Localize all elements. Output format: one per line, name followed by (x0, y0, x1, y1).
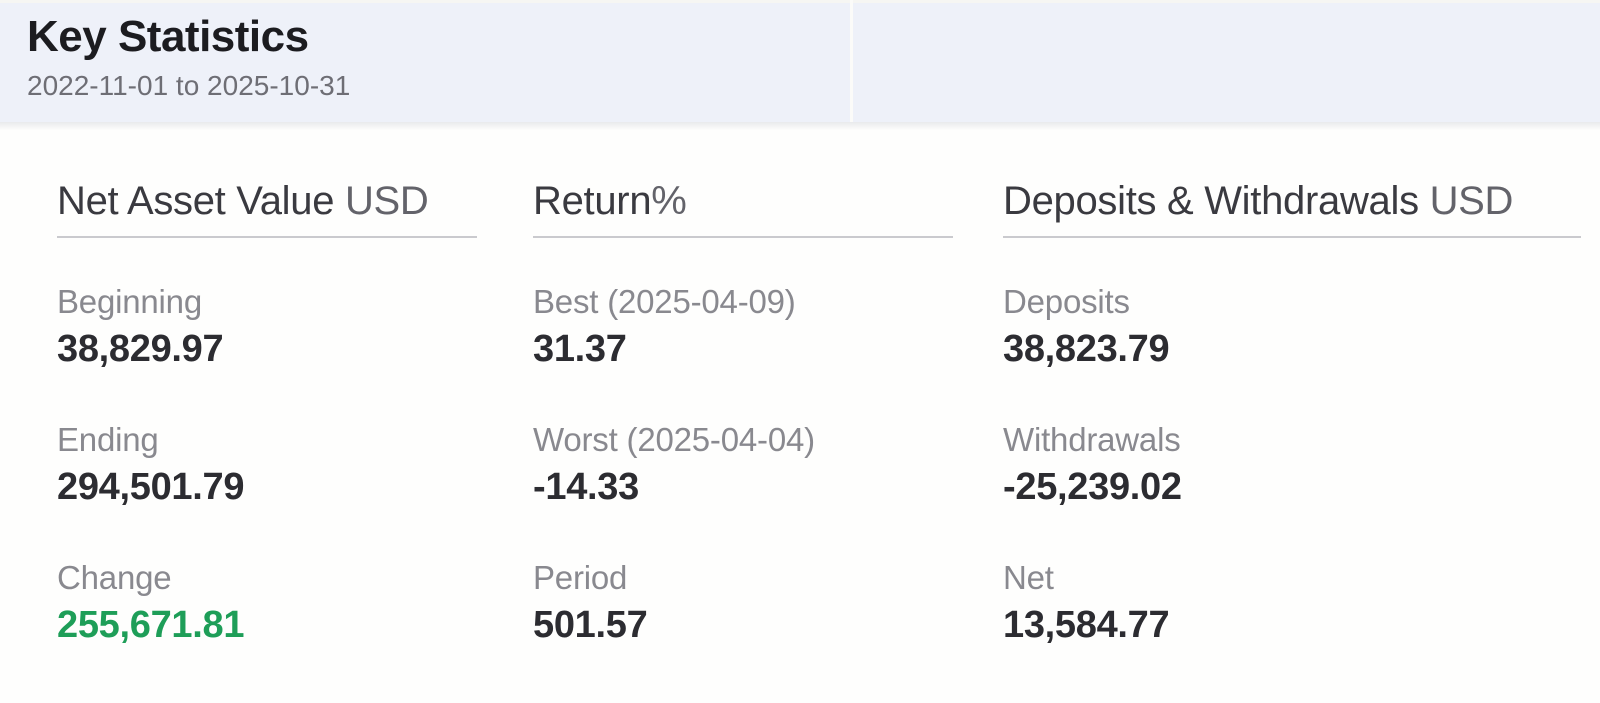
stat-item-deposits: Deposits 38,823.79 (1003, 282, 1581, 372)
column-title: Return% (533, 178, 953, 224)
key-statistics-header: Key Statistics 2022-11-01 to 2025-10-31 (0, 0, 1600, 122)
column-title-main: Return (533, 179, 652, 223)
stat-label: Ending (57, 421, 159, 458)
column-divider (57, 236, 477, 238)
stat-label: Deposits (1003, 283, 1130, 320)
statistics-grid: Net Asset Value USD Beginning 38,829.97 … (0, 130, 1600, 648)
stat-item-withdrawals: Withdrawals -25,239.02 (1003, 420, 1581, 510)
stat-label: Period (533, 559, 628, 596)
stat-item-change: Change 255,671.81 (57, 558, 477, 648)
column-title: Net Asset Value USD (57, 178, 477, 224)
stat-value: 31.37 (533, 328, 627, 370)
stat-value: 13,584.77 (1003, 604, 1170, 646)
stat-item-net: Net 13,584.77 (1003, 558, 1581, 648)
stat-value: -14.33 (533, 466, 639, 508)
stat-value: 501.57 (533, 604, 648, 646)
column-title-suffix: % (651, 179, 687, 223)
stat-value-positive: 255,671.81 (57, 604, 245, 646)
column-title-main: Deposits & Withdrawals (1003, 179, 1419, 223)
panel-seam (850, 0, 853, 122)
column-title-main: Net Asset Value (57, 179, 335, 223)
column-title: Deposits & Withdrawals USD (1003, 178, 1581, 224)
stat-item-period: Period 501.57 (533, 558, 953, 648)
stat-column-return-pct: Return% Best (2025-04-09) 31.37 Worst (2… (533, 178, 953, 648)
column-divider (1003, 236, 1581, 238)
date-range: 2022-11-01 to 2025-10-31 (27, 70, 351, 101)
stat-value: 38,829.97 (57, 328, 224, 370)
stat-label: Net (1003, 559, 1054, 596)
stat-item-beginning: Beginning 38,829.97 (57, 282, 477, 372)
header-shadow (0, 122, 1600, 130)
stat-column-net-asset-value: Net Asset Value USD Beginning 38,829.97 … (57, 178, 477, 648)
stat-label: Beginning (57, 283, 202, 320)
stat-value: 38,823.79 (1003, 328, 1170, 370)
stat-item-best: Best (2025-04-09) 31.37 (533, 282, 953, 372)
stat-label: Best (2025-04-09) (533, 283, 796, 320)
stat-item-ending: Ending 294,501.79 (57, 420, 477, 510)
stat-label: Withdrawals (1003, 421, 1181, 458)
stat-item-worst: Worst (2025-04-04) -14.33 (533, 420, 953, 510)
page-title: Key Statistics (27, 12, 309, 61)
panel-top-edge (0, 0, 1600, 3)
column-divider (533, 236, 953, 238)
stat-label: Change (57, 559, 172, 596)
stat-column-deposits-withdrawals: Deposits & Withdrawals USD Deposits 38,8… (1003, 178, 1581, 648)
stat-value: 294,501.79 (57, 466, 245, 508)
stat-label: Worst (2025-04-04) (533, 421, 815, 458)
column-title-suffix: USD (1418, 179, 1514, 223)
column-title-suffix: USD (334, 179, 429, 223)
stat-value: -25,239.02 (1003, 466, 1182, 508)
